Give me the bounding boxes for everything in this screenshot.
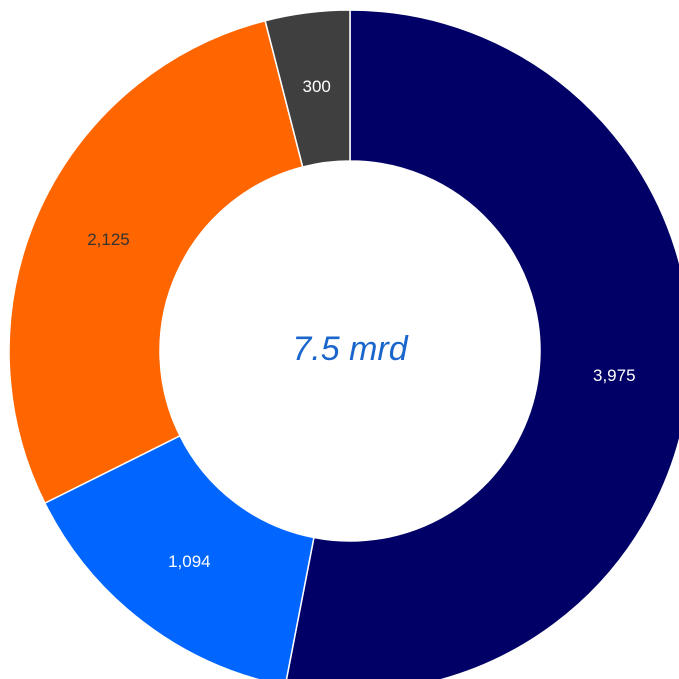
slice-value-label-4: 300 xyxy=(303,77,331,96)
center-total-label: 7.5 mrd xyxy=(292,330,408,368)
slice-value-label-1: 3,975 xyxy=(593,366,636,385)
donut-slice-3 xyxy=(8,19,304,505)
donut-slice-1 xyxy=(285,9,679,679)
donut-slice-4 xyxy=(264,9,351,168)
slice-value-label-2: 1,094 xyxy=(168,552,211,571)
donut-slices xyxy=(8,9,679,679)
slice-labels: 3,975 1,094 2,125 300 xyxy=(87,77,635,571)
slice-value-label-3: 2,125 xyxy=(87,230,130,249)
donut-slice-2 xyxy=(43,434,315,679)
